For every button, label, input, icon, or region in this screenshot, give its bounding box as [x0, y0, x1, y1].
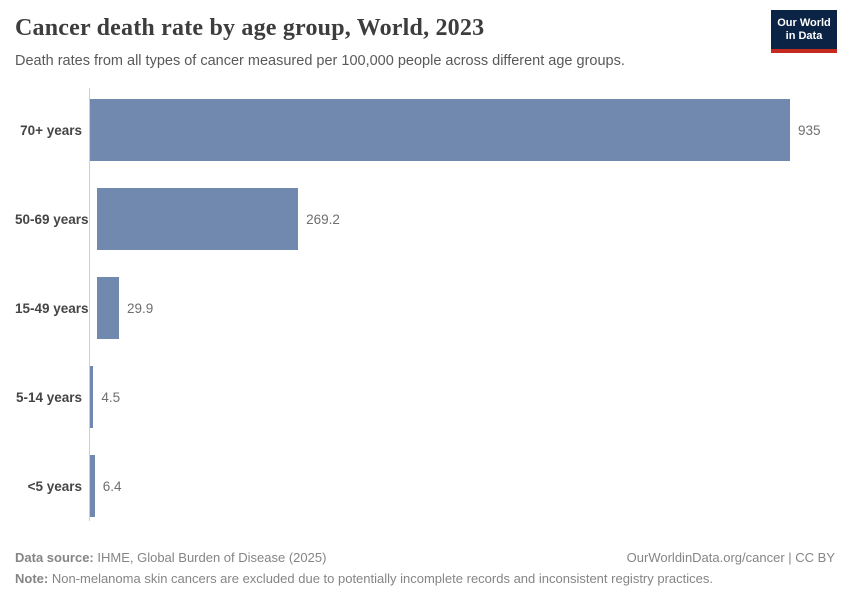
- bar-row: 70+ years 935: [15, 99, 835, 161]
- data-source-label: Data source:: [15, 550, 94, 565]
- footer-note-line: Note: Non-melanoma skin cancers are excl…: [15, 568, 835, 589]
- bar-track: 29.9: [96, 277, 835, 339]
- bar-rows: 70+ years 935 50-69 years 269.2 15-49 ye…: [15, 99, 835, 517]
- chart-header: Cancer death rate by age group, World, 2…: [15, 14, 760, 71]
- bar[interactable]: [90, 99, 790, 161]
- bar[interactable]: [90, 366, 94, 428]
- bar[interactable]: [96, 277, 119, 339]
- bar-track: 935: [90, 99, 835, 161]
- value-label: 4.5: [101, 389, 121, 405]
- bar-row: <5 years 6.4: [15, 455, 835, 517]
- category-label: 50-69 years: [15, 211, 89, 227]
- value-label: 29.9: [126, 300, 154, 316]
- chart-subtitle: Death rates from all types of cancer mea…: [15, 52, 625, 69]
- bar-row: 5-14 years 4.5: [15, 366, 835, 428]
- chart-footer: Data source: IHME, Global Burden of Dise…: [15, 547, 835, 589]
- category-label: 15-49 years: [15, 300, 89, 316]
- footer-source-line: Data source: IHME, Global Burden of Dise…: [15, 547, 835, 568]
- bar[interactable]: [90, 455, 95, 517]
- category-label: <5 years: [27, 478, 82, 494]
- bar-track: 4.5: [90, 366, 835, 428]
- owid-logo-line2: in Data: [785, 29, 823, 42]
- category-label: 5-14 years: [15, 389, 82, 405]
- value-label: 269.2: [306, 211, 340, 227]
- y-axis-line: [89, 88, 90, 521]
- note-label: Note:: [15, 571, 49, 586]
- bar[interactable]: [96, 188, 299, 250]
- value-label: 6.4: [102, 478, 122, 494]
- bar-row: 50-69 years 269.2: [15, 188, 835, 250]
- bar-track: 6.4: [90, 455, 835, 517]
- bar-row: 15-49 years 29.9: [15, 277, 835, 339]
- category-label: 70+ years: [20, 122, 82, 138]
- data-source-text: IHME, Global Burden of Disease (2025): [93, 550, 327, 565]
- bar-chart: 70+ years 935 50-69 years 269.2 15-49 ye…: [15, 88, 835, 521]
- chart-title: Cancer death rate by age group, World, 2…: [15, 15, 485, 41]
- bar-track: 269.2: [96, 188, 835, 250]
- owid-logo-line1: Our World: [777, 16, 831, 29]
- value-label: 935: [798, 122, 821, 138]
- note-text: Non-melanoma skin cancers are excluded d…: [48, 571, 713, 586]
- owid-logo[interactable]: Our World in Data: [771, 10, 837, 53]
- data-source: Data source: IHME, Global Burden of Dise…: [15, 547, 326, 568]
- footer-credit-link[interactable]: OurWorldinData.org/cancer | CC BY: [626, 550, 835, 565]
